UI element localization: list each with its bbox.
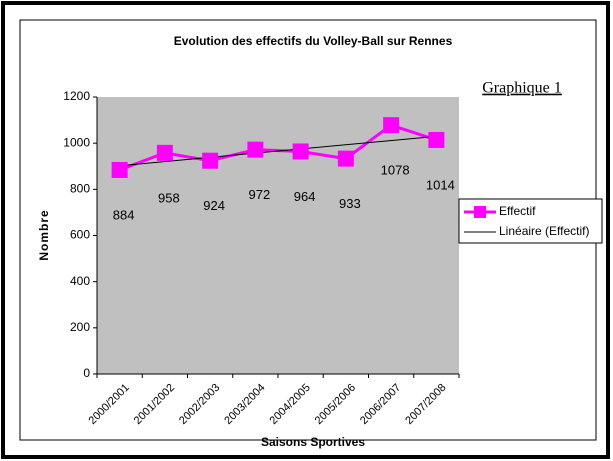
marker — [202, 152, 219, 169]
y-tick-label: 400 — [70, 274, 90, 288]
marker — [111, 161, 128, 178]
data-label: 884 — [113, 207, 135, 222]
y-tick-label: 0 — [83, 366, 90, 380]
data-label: 964 — [294, 189, 316, 204]
data-label: 933 — [339, 196, 361, 211]
y-tick-label: 1000 — [63, 135, 90, 149]
data-label: 972 — [249, 187, 271, 202]
y-tick-label: 600 — [70, 228, 90, 242]
legend-marker — [474, 206, 486, 218]
data-label: 924 — [203, 198, 225, 213]
x-axis-title: Saisons Sportives — [261, 435, 365, 449]
legend-label: Linéaire (Effectif) — [499, 224, 590, 238]
annotation: Graphique 1 — [482, 80, 562, 97]
y-tick-label: 200 — [70, 320, 90, 334]
data-label: 1014 — [426, 177, 455, 192]
marker — [428, 131, 445, 148]
chart-title: Evolution des effectifs du Volley-Ball s… — [174, 34, 453, 48]
marker — [383, 117, 400, 134]
y-tick-label: 1200 — [63, 89, 90, 103]
y-axis-title: Nombre — [37, 209, 51, 260]
y-tick-label: 800 — [70, 182, 90, 196]
marker — [292, 143, 309, 160]
marker — [156, 144, 173, 161]
plot-area — [97, 97, 459, 374]
legend-label: Effectif — [499, 204, 536, 218]
marker — [337, 150, 354, 167]
data-label: 1078 — [381, 163, 410, 178]
data-label: 958 — [158, 190, 180, 205]
marker — [247, 141, 264, 158]
